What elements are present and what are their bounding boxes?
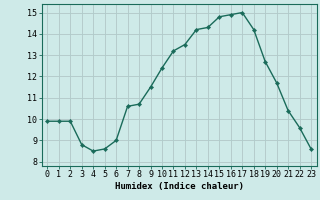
X-axis label: Humidex (Indice chaleur): Humidex (Indice chaleur) [115, 182, 244, 191]
